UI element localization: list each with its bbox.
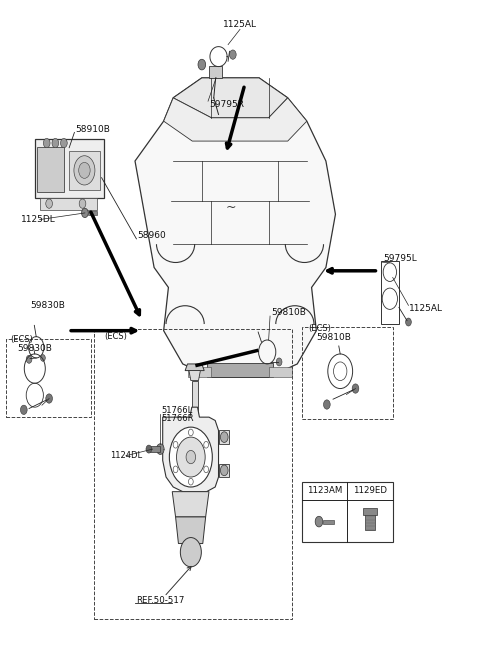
Circle shape: [315, 516, 323, 527]
Circle shape: [189, 429, 193, 436]
Bar: [365, 512, 375, 530]
Polygon shape: [163, 407, 218, 492]
Bar: [209, 66, 222, 78]
Text: (ECS): (ECS): [10, 335, 33, 344]
Text: 1129ED: 1129ED: [353, 486, 387, 495]
Text: 1125AL: 1125AL: [409, 304, 444, 313]
Circle shape: [82, 208, 88, 218]
Circle shape: [173, 442, 178, 448]
Text: 59830B: 59830B: [17, 344, 52, 353]
Circle shape: [43, 138, 50, 148]
Text: 59830B: 59830B: [30, 301, 65, 310]
Bar: [363, 508, 377, 515]
Bar: [218, 464, 229, 477]
Circle shape: [26, 355, 32, 363]
Text: 59810B: 59810B: [316, 333, 351, 343]
Circle shape: [180, 538, 201, 567]
Bar: [269, 367, 292, 377]
Circle shape: [198, 59, 205, 70]
Circle shape: [60, 138, 67, 148]
Bar: [6, 339, 91, 417]
Circle shape: [169, 427, 212, 487]
Circle shape: [406, 318, 411, 326]
Circle shape: [79, 162, 90, 178]
Text: ~: ~: [225, 201, 236, 214]
Polygon shape: [185, 364, 204, 371]
Text: 58910B: 58910B: [75, 125, 110, 134]
Circle shape: [324, 400, 330, 409]
Bar: [192, 381, 198, 417]
Text: 59795R: 59795R: [209, 100, 244, 109]
Circle shape: [173, 466, 178, 473]
Text: (ECS): (ECS): [308, 324, 331, 333]
Bar: [35, 139, 104, 198]
Text: 51766L: 51766L: [161, 406, 192, 415]
Text: 58960: 58960: [137, 231, 166, 240]
Circle shape: [220, 465, 228, 476]
Circle shape: [276, 358, 282, 366]
Circle shape: [352, 384, 359, 393]
Bar: [150, 446, 160, 452]
Bar: [188, 367, 211, 377]
Polygon shape: [164, 98, 307, 141]
Circle shape: [189, 478, 193, 485]
Text: 59795L: 59795L: [383, 254, 417, 263]
Polygon shape: [173, 78, 288, 118]
Bar: [323, 520, 334, 524]
Circle shape: [220, 432, 228, 442]
Circle shape: [204, 442, 208, 448]
Bar: [218, 430, 229, 444]
Circle shape: [21, 405, 27, 414]
Text: 1123AM: 1123AM: [307, 486, 342, 495]
Circle shape: [156, 444, 164, 454]
Circle shape: [146, 445, 152, 453]
Bar: [39, 198, 97, 210]
Bar: [36, 147, 64, 192]
Circle shape: [204, 466, 208, 473]
Polygon shape: [176, 517, 205, 544]
Bar: [88, 211, 97, 215]
Circle shape: [46, 394, 52, 403]
Text: 59810B: 59810B: [271, 308, 306, 317]
Bar: [381, 261, 399, 324]
Bar: [302, 327, 393, 419]
Text: 1125AL: 1125AL: [223, 20, 257, 29]
Circle shape: [74, 156, 95, 185]
Polygon shape: [172, 492, 209, 517]
Text: (ECS): (ECS): [104, 332, 127, 341]
Circle shape: [186, 450, 196, 464]
Polygon shape: [189, 371, 200, 381]
Circle shape: [40, 355, 45, 361]
Bar: [206, 363, 274, 377]
Text: 1124DL: 1124DL: [110, 452, 143, 460]
Circle shape: [52, 138, 59, 148]
Circle shape: [177, 437, 205, 477]
Bar: [95, 329, 292, 619]
Circle shape: [79, 199, 86, 208]
Text: 51766R: 51766R: [161, 414, 194, 423]
Polygon shape: [135, 78, 336, 377]
Circle shape: [46, 199, 52, 208]
Bar: [69, 151, 100, 190]
Text: REF.50-517: REF.50-517: [136, 596, 185, 605]
Bar: [302, 482, 393, 542]
Text: 1125DL: 1125DL: [21, 215, 55, 224]
Circle shape: [229, 50, 236, 59]
